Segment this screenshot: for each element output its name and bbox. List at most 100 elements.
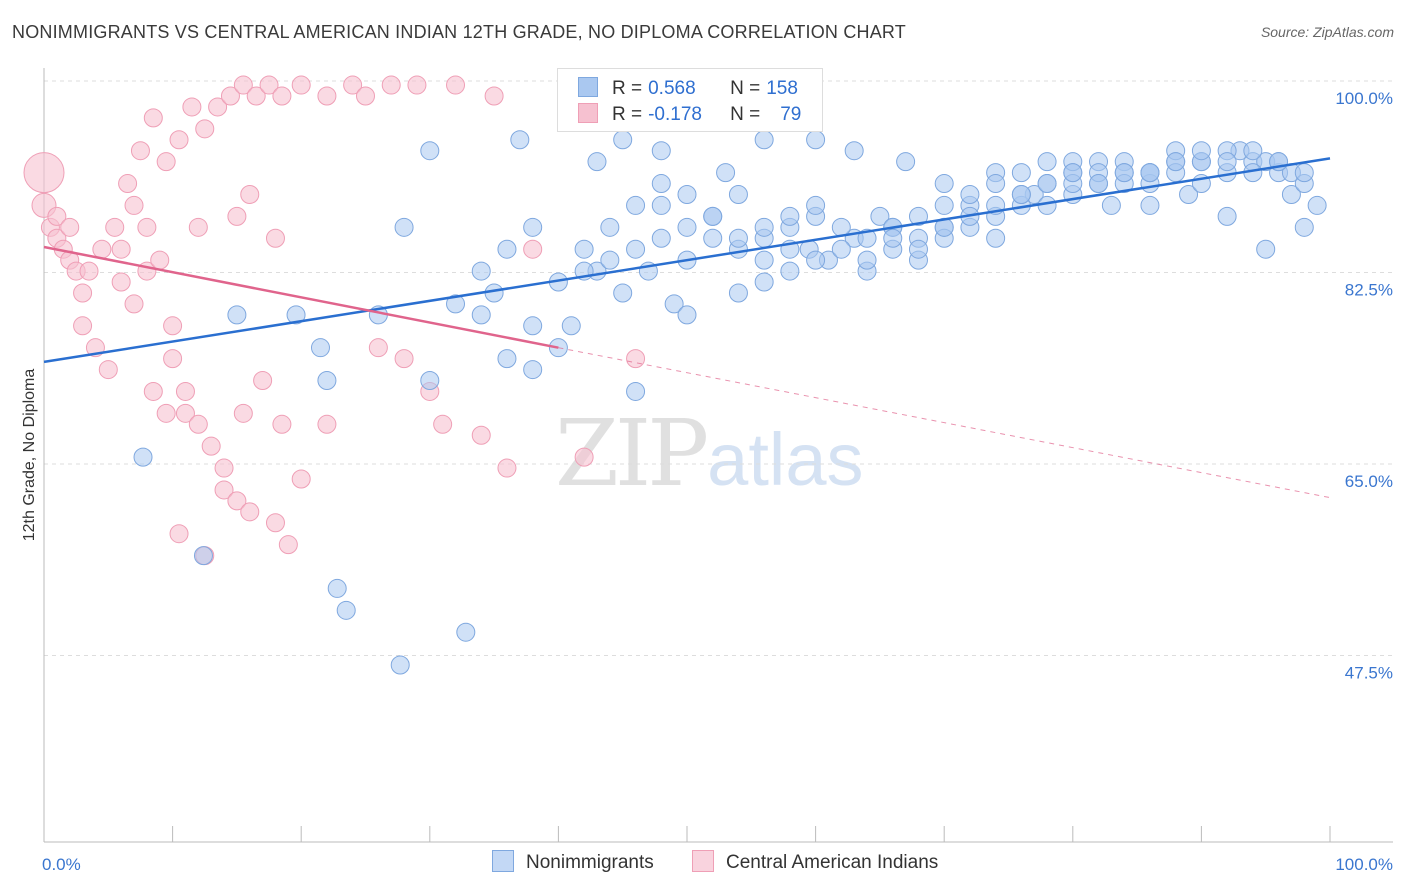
blue-point [754,272,774,292]
legend-item-central-american-indians[interactable]: Central American Indians [692,850,938,874]
legend-r-label: R = [612,104,643,125]
pink-point [227,491,247,511]
blue-point [651,228,671,248]
blue-point [806,250,826,270]
pink-point [156,403,176,423]
blue-point [883,228,903,248]
pink-point [317,86,337,106]
axes [43,68,1393,843]
blue-point [896,152,916,172]
blue-point [1140,163,1160,183]
pink-point [156,152,176,172]
pink-point [484,86,504,106]
blue-point [754,217,774,237]
y-tick-label: 100.0% [1335,89,1393,108]
blue-point [497,239,517,259]
blue-point [394,217,414,237]
pink-point [188,217,208,237]
pink-point [73,316,93,336]
blue-point [420,371,440,391]
blue-point [1101,195,1121,215]
pink-point [356,86,375,106]
blue-point [703,228,723,248]
pink-point [175,403,195,423]
pink-point [111,272,131,292]
blue-point [1063,163,1083,183]
blue-point [831,239,851,259]
blue-point [986,174,1006,194]
blue-point [908,239,928,259]
pink-point [259,75,279,95]
blue-point [626,239,646,259]
blue-point [626,381,646,401]
blue-point [857,228,877,248]
pink-point [92,239,112,259]
blue-point [780,206,800,226]
blue-point [1114,163,1134,183]
blue-point [870,206,890,226]
legend-swatch-blue [578,77,598,97]
pink-point [118,174,138,194]
blue-point [908,206,928,226]
legend-n-label: N = [730,78,761,99]
blue-point [471,261,491,281]
blue-point [728,283,748,303]
blue-point [934,195,954,215]
blue-point [1217,206,1237,226]
blue-point [677,305,697,325]
pink-point [574,447,594,467]
blue-point [1294,163,1314,183]
legend-row-central-american-indians: R = -0.178 N = 79 [578,103,801,127]
pink-point [208,97,228,117]
pink-point [98,360,118,380]
legend-swatch-pink [578,103,598,123]
pink-point [175,381,195,401]
blue-point [1281,184,1301,204]
blue-point [317,371,337,391]
blue-point [1037,152,1057,172]
legend-swatch-pink [692,850,714,872]
pink-point [227,206,247,226]
blue-point [1011,184,1031,204]
pink-point [111,239,131,259]
pink-point [188,414,208,434]
blue-point [677,184,697,204]
legend-n-label: N = [730,104,761,125]
pink-point [130,141,150,161]
blue-point [728,228,748,248]
blue-point [561,316,581,336]
central-american-indians-trend-line [43,245,559,349]
y-tick-label: 47.5% [1345,664,1393,683]
pink-point [143,381,163,401]
central-american-indians-points [23,75,646,566]
pink-point [214,458,234,478]
blue-point [600,250,620,270]
blue-point [1179,184,1199,204]
pink-point [124,195,144,215]
pink-point [233,403,253,423]
blue-point [574,239,594,259]
pink-point [253,371,273,391]
pink-point [497,458,517,478]
blue-point [1217,152,1237,172]
blue-point [193,546,213,566]
legend-label-nonimmigrants: Nonimmigrants [526,852,654,873]
pink-point [626,349,646,369]
blue-point [497,349,517,369]
blue-point [677,217,697,237]
blue-point [934,174,954,194]
legend-item-nonimmigrants[interactable]: Nonimmigrants [492,850,654,874]
pink-point [265,513,285,533]
tick-labels: 100.0% 82.5% 65.0% 47.5% 0.0% 100.0% [42,89,1393,874]
pink-point [291,75,311,95]
blue-point [1011,163,1031,183]
blue-point [1307,195,1327,215]
blue-point [336,600,356,620]
blue-point [986,228,1006,248]
pink-point [73,283,93,303]
nonimmigrants-trend-line [43,157,1331,364]
pink-point [150,250,170,270]
pink-point [291,469,311,489]
blue-point [857,250,877,270]
